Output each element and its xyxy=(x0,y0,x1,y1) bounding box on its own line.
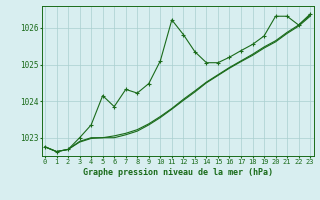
X-axis label: Graphe pression niveau de la mer (hPa): Graphe pression niveau de la mer (hPa) xyxy=(83,168,273,177)
